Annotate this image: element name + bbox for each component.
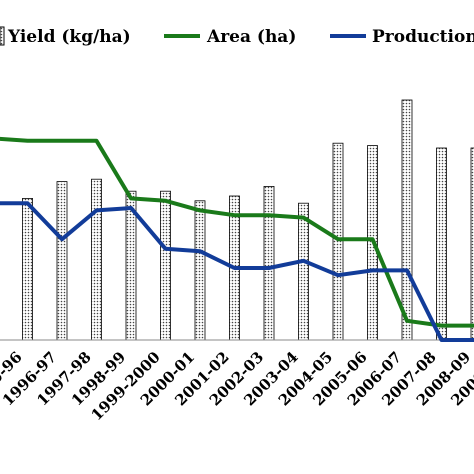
bar-2008-09[interactable] [436,147,447,341]
point-area-2007-08[interactable] [405,319,409,323]
point-area-2001-02[interactable] [198,208,202,212]
point-area-2002-03[interactable] [233,213,236,217]
point-area-2006-07[interactable] [371,237,374,241]
point-production-2003-04[interactable] [267,266,271,270]
legend-swatch-yield [0,26,5,46]
legend: Yield (kg/ha) Area (ha) Production [0,26,474,47]
point-production-2007-08[interactable] [405,268,409,272]
legend-label-yield: Yield (kg/ha) [7,27,131,47]
point-production-2000-01[interactable] [164,247,167,251]
bar-2007-08[interactable] [401,99,413,341]
point-area-1999-2000[interactable] [129,196,133,200]
legend-item-yield[interactable]: Yield (kg/ha) [0,26,131,47]
point-area-1997-98[interactable] [60,139,64,143]
point-production-2005-06[interactable] [336,273,340,277]
bar-1997-98[interactable] [56,181,68,341]
bar-2000-01[interactable] [160,190,171,341]
point-production-2002-03[interactable] [233,266,236,270]
point-area-2008-09[interactable] [440,324,443,328]
x-tick-labels: 1995-961996-971997-981998-991999-2000200… [0,348,474,424]
point-area-2003-04[interactable] [267,213,271,217]
point-production-1999-2000[interactable] [129,206,133,210]
point-production-1996-97[interactable] [26,201,29,205]
lines-layer [0,136,474,342]
bar-1998-99[interactable] [91,178,102,341]
point-area-2004-05[interactable] [302,216,305,220]
point-area-1996-97[interactable] [26,139,29,143]
point-production-2008-09[interactable] [440,338,443,342]
point-production-2004-05[interactable] [302,259,305,263]
legend-label-area: Area (ha) [206,27,296,47]
point-area-1998-99[interactable] [95,139,98,143]
bar-2004-05[interactable] [298,202,309,341]
legend-item-production[interactable]: Production [330,27,474,47]
point-production-2001-02[interactable] [198,249,202,253]
bars-layer [22,99,474,341]
bar-2001-02[interactable] [194,200,206,341]
point-production-1997-98[interactable] [60,237,64,241]
bar-1996-97[interactable] [22,197,33,341]
legend-label-production: Production [372,27,474,47]
bar-2009-10[interactable] [470,147,474,341]
bar-2005-06[interactable] [332,142,344,341]
point-production-1998-99[interactable] [95,208,98,212]
point-area-2005-06[interactable] [336,237,340,241]
point-production-2006-07[interactable] [371,268,374,272]
legend-item-area[interactable]: Area (ha) [164,27,296,47]
point-area-2000-01[interactable] [164,199,167,203]
bar-2003-04[interactable] [263,185,275,341]
